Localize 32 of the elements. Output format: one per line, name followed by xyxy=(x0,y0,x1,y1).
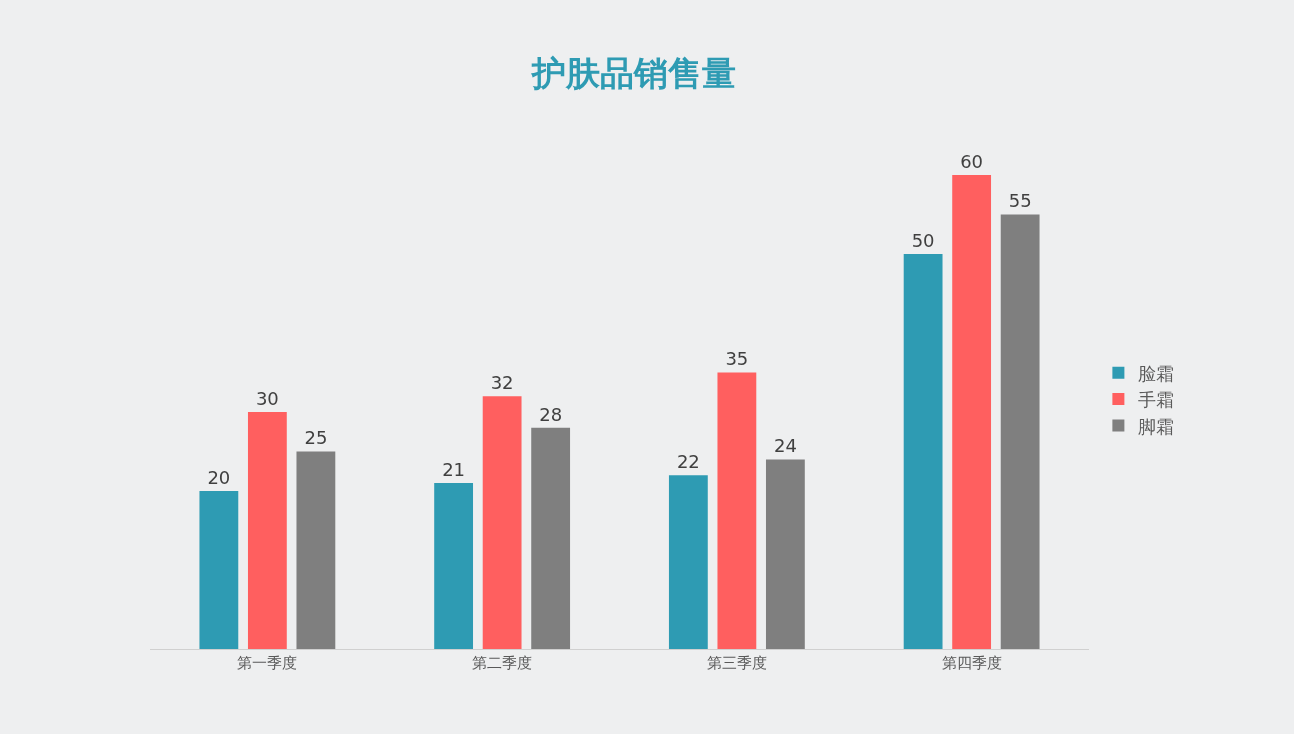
data-label: 50 xyxy=(911,229,935,251)
data-label: 60 xyxy=(960,150,984,172)
chart-title: 护肤品销售量 xyxy=(530,53,737,94)
bar xyxy=(1000,214,1040,649)
bar xyxy=(765,459,805,649)
bar xyxy=(296,451,336,649)
legend-label: 脸霜 xyxy=(1138,362,1175,384)
x-tick-label: 第二季度 xyxy=(472,654,533,672)
x-tick-label: 第四季度 xyxy=(941,654,1002,672)
data-label: 20 xyxy=(207,466,231,488)
data-label: 32 xyxy=(490,372,514,394)
x-tick-label: 第一季度 xyxy=(237,654,298,672)
data-label: 30 xyxy=(255,387,279,409)
data-label: 21 xyxy=(442,459,466,481)
bar xyxy=(952,174,992,649)
bar xyxy=(903,253,943,649)
bar xyxy=(482,396,522,649)
x-tick-label: 第三季度 xyxy=(706,654,767,672)
bar xyxy=(434,483,474,649)
legend-label: 手霜 xyxy=(1138,389,1175,411)
legend-label: 脚霜 xyxy=(1138,415,1175,437)
data-label: 28 xyxy=(539,403,563,425)
bar xyxy=(717,372,757,649)
data-label: 22 xyxy=(676,451,700,473)
data-label: 35 xyxy=(725,348,749,370)
bar xyxy=(668,475,708,649)
data-label: 55 xyxy=(1008,190,1032,212)
data-label: 24 xyxy=(773,435,797,457)
data-label: 25 xyxy=(304,427,328,449)
bar xyxy=(199,490,239,649)
bar xyxy=(531,427,571,649)
bar xyxy=(247,411,287,649)
